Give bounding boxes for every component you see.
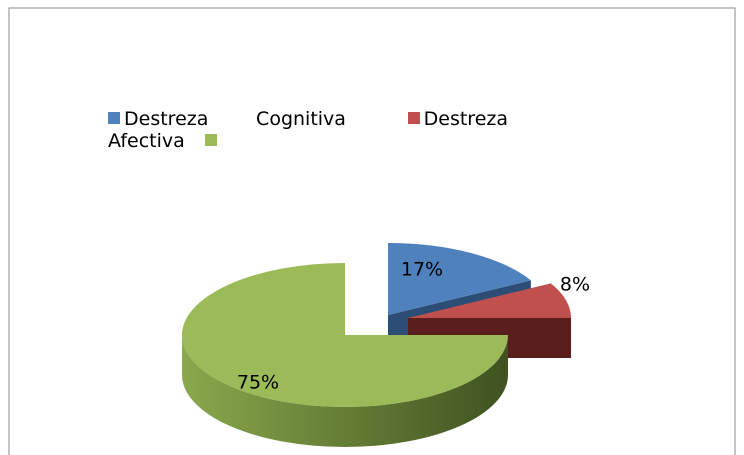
slice-top — [408, 283, 571, 318]
data-label: 8% — [560, 274, 590, 296]
legend-item: Destreza Cognitiva — [108, 108, 346, 130]
slice-side — [182, 335, 508, 447]
slice-top — [182, 263, 508, 407]
chart-frame — [8, 7, 736, 455]
legend-item: Destreza Afectiva — [108, 108, 508, 152]
legend-swatch — [108, 112, 120, 124]
legend-label: Destreza Cognitiva — [124, 108, 346, 130]
data-label: 17% — [401, 259, 443, 281]
legend-swatch — [204, 134, 217, 146]
legend: Destreza Cognitiva Destreza Afectiva — [108, 108, 508, 152]
slice-top — [388, 243, 531, 315]
data-label: 75% — [237, 372, 279, 394]
legend-swatch — [407, 112, 420, 124]
legend-item — [204, 130, 221, 152]
legend-label: Destreza Afectiva — [108, 108, 508, 152]
pie-slice — [182, 263, 508, 447]
